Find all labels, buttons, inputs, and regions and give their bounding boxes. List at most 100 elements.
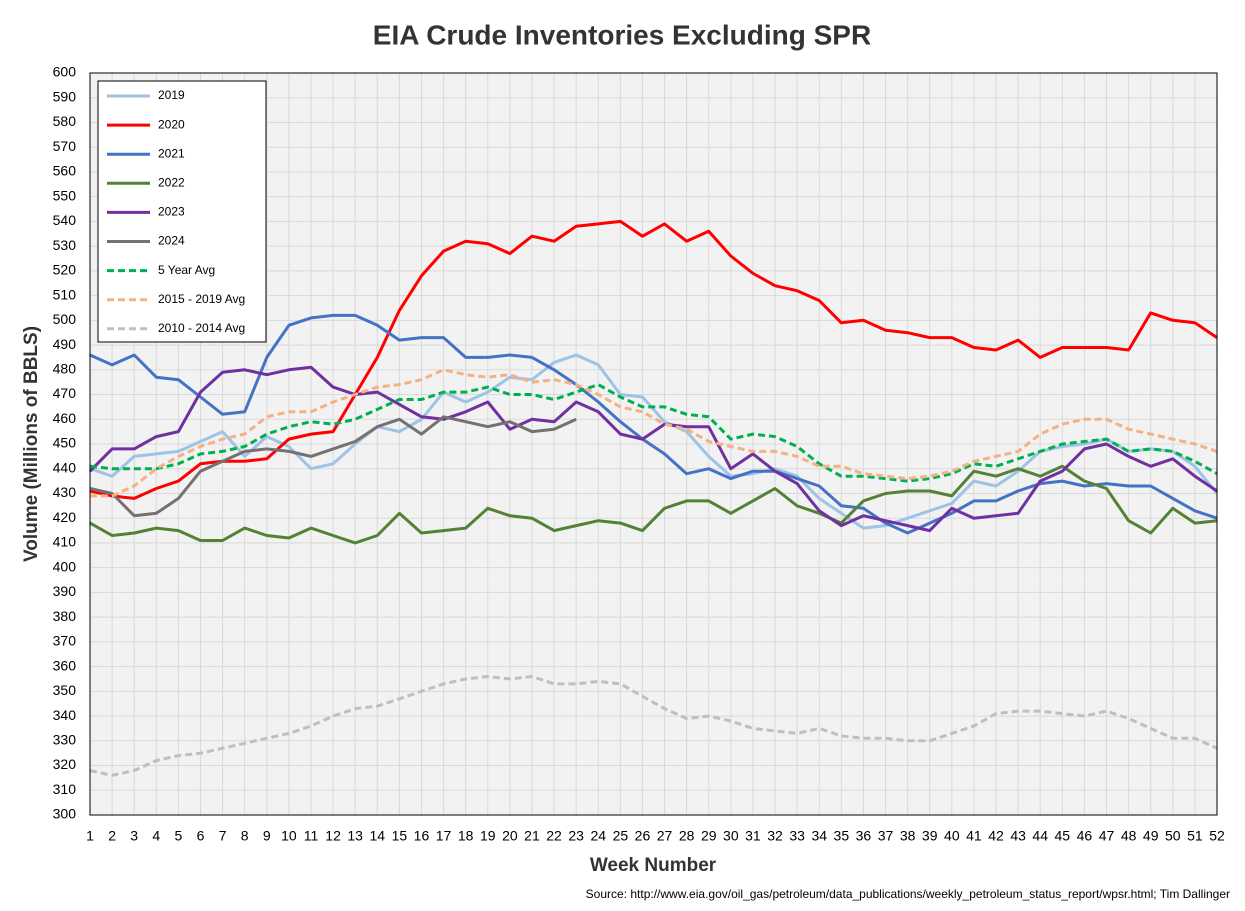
chart-title: EIA Crude Inventories Excluding SPR	[373, 19, 871, 50]
y-tick-label: 530	[53, 237, 77, 253]
x-tick-label: 20	[502, 828, 518, 844]
x-tick-label: 6	[197, 828, 205, 844]
y-tick-label: 440	[53, 459, 77, 475]
x-tick-label: 32	[767, 828, 783, 844]
y-tick-label: 340	[53, 707, 77, 723]
x-tick-label: 31	[745, 828, 761, 844]
x-tick-label: 49	[1143, 828, 1159, 844]
x-tick-label: 39	[922, 828, 938, 844]
lines	[88, 219, 1219, 777]
x-tick-label: 1	[86, 828, 94, 844]
x-tick-label: 9	[263, 828, 271, 844]
x-tick-label: 3	[130, 828, 138, 844]
y-tick-label: 490	[53, 336, 77, 352]
y-tick-label: 500	[53, 311, 77, 327]
series-line	[89, 383, 1218, 483]
series-line	[89, 464, 1218, 545]
x-tick-label: 22	[546, 828, 562, 844]
x-tick-label: 42	[988, 828, 1004, 844]
x-tick-label: 16	[414, 828, 430, 844]
y-tick-label: 480	[53, 361, 77, 377]
y-tick-label: 330	[53, 732, 77, 748]
source-note: Source: http://www.eia.gov/oil_gas/petro…	[586, 887, 1230, 901]
y-tick-label: 460	[53, 410, 77, 426]
x-tick-label: 35	[834, 828, 850, 844]
x-tick-label: 41	[966, 828, 982, 844]
legend-label: 2024	[158, 234, 185, 248]
legend-label: 2015 - 2019 Avg	[158, 292, 245, 306]
y-tick-label: 410	[53, 534, 77, 550]
x-tick-label: 28	[679, 828, 695, 844]
legend: 2019 2020 2021 2022 2023 2024 5 Year Avg 2015 -…	[97, 80, 267, 343]
y-tick-label: 520	[53, 262, 77, 278]
y-tick-label: 370	[53, 633, 77, 649]
x-tick-label: 34	[811, 828, 827, 844]
series-line	[89, 415, 577, 518]
x-tick-label: 26	[635, 828, 651, 844]
y-tick-label: 420	[53, 509, 77, 525]
x-tick-label: 30	[723, 828, 739, 844]
y-tick-label: 350	[53, 682, 77, 698]
x-tick-label: 13	[347, 828, 363, 844]
legend-label: 2019	[158, 88, 185, 102]
y-tick-label: 310	[53, 781, 77, 797]
x-tick-label: 47	[1099, 828, 1115, 844]
x-tick-label: 23	[568, 828, 584, 844]
x-tick-label: 37	[878, 828, 894, 844]
plot-border	[89, 72, 1218, 816]
x-tick-label: 29	[701, 828, 717, 844]
x-tick-label: 52	[1209, 828, 1225, 844]
x-tick-label: 8	[241, 828, 249, 844]
x-axis-label: Week Number	[590, 855, 717, 876]
x-tick-label: 40	[944, 828, 960, 844]
x-tick-label: 33	[789, 828, 805, 844]
series-line	[89, 313, 1218, 535]
y-tick-label: 580	[53, 113, 77, 129]
x-tick-label: 36	[856, 828, 872, 844]
x-tick-label: 21	[524, 828, 540, 844]
x-tick-label: 7	[219, 828, 227, 844]
x-tick-label: 12	[325, 828, 341, 844]
x-tick-label: 43	[1010, 828, 1026, 844]
y-tick-label: 320	[53, 756, 77, 772]
x-tick-label: 24	[590, 828, 606, 844]
y-tick-label: 380	[53, 608, 77, 624]
x-tick-label: 25	[613, 828, 629, 844]
y-tick-label: 300	[53, 806, 77, 822]
y-tick-label: 430	[53, 484, 77, 500]
y-tick-label: 550	[53, 187, 77, 203]
x-tick-label: 38	[900, 828, 916, 844]
x-tick-label: 4	[152, 828, 160, 844]
x-tick-label: 14	[369, 828, 385, 844]
legend-label: 5 Year Avg	[158, 263, 215, 277]
x-tick-label: 27	[657, 828, 673, 844]
x-tick-label: 50	[1165, 828, 1181, 844]
legend-label: 2021	[158, 146, 185, 160]
y-tick-label: 510	[53, 286, 77, 302]
legend-label: 2023	[158, 205, 185, 219]
y-tick-label: 470	[53, 385, 77, 401]
y-tick-label: 400	[53, 558, 77, 574]
legend-label: 2022	[158, 175, 185, 189]
x-tick-label: 48	[1121, 828, 1137, 844]
x-tick-label: 2	[108, 828, 116, 844]
y-tick-label: 450	[53, 435, 77, 451]
x-tick-label: 51	[1187, 828, 1203, 844]
y-tick-label: 540	[53, 212, 77, 228]
x-tick-label: 44	[1032, 828, 1048, 844]
x-tick-label: 19	[480, 828, 496, 844]
y-tick-label: 590	[53, 88, 77, 104]
series-line	[90, 368, 1218, 498]
x-tick-label: 15	[392, 828, 408, 844]
y-tick-label: 560	[53, 163, 77, 179]
x-tick-label: 11	[304, 828, 319, 844]
series-line	[89, 353, 1219, 530]
y-axis-label: Volume (Millions of BBLS)	[21, 326, 42, 562]
x-tick-label: 46	[1077, 828, 1093, 844]
y-tick-label: 390	[53, 583, 77, 599]
y-tick-label: 570	[53, 138, 77, 154]
legend-label: 2020	[158, 117, 185, 131]
series-line	[89, 675, 1218, 777]
x-tick-label: 17	[436, 828, 452, 844]
